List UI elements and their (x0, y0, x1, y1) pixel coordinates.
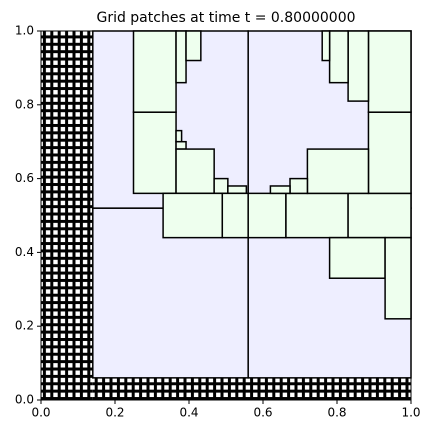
grid-patch (227, 185, 248, 195)
grid-patch (367, 111, 412, 195)
x-tick-label: 0.2 (105, 406, 124, 420)
grid-patch (247, 192, 287, 239)
y-tick-label: 0.6 (15, 171, 34, 185)
grid-patch (321, 30, 331, 62)
grid-patch (289, 177, 309, 195)
boundary-patch (92, 377, 412, 400)
grid-patch (367, 30, 412, 113)
grid-patch (175, 148, 215, 195)
axes-frame (40, 30, 412, 401)
x-tick-label: 0.6 (253, 406, 272, 420)
x-tick-label: 0.4 (179, 406, 198, 420)
grid-patch (285, 192, 349, 239)
plot-area (41, 30, 412, 400)
grid-patch (221, 192, 249, 239)
grid-patch (306, 148, 370, 195)
chart-title: Grid patches at time t = 0.80000000 (96, 10, 355, 26)
y-tick-label: 0.2 (15, 319, 34, 333)
y-tick-label: 0.4 (15, 245, 34, 259)
y-tick-label: 1.0 (15, 24, 34, 38)
grid-patch (175, 140, 187, 150)
grid-patch (347, 192, 412, 239)
x-tick-label: 0.0 (31, 406, 50, 420)
y-tick-label: 0.0 (15, 393, 34, 407)
grid-patch (213, 177, 229, 195)
grid-patch (132, 111, 177, 195)
x-tick-label: 0.8 (327, 406, 346, 420)
grid-patch (162, 192, 224, 239)
grid-patch (347, 30, 370, 102)
grid-patch (185, 30, 202, 62)
grid-patch (132, 30, 177, 113)
grid-patch (328, 236, 386, 279)
grid-patch (175, 30, 187, 84)
grid-patch (328, 30, 349, 84)
grid-patch (384, 236, 412, 320)
x-tick-label: 1.0 (401, 406, 420, 420)
grid-patch (269, 185, 291, 195)
y-tick-label: 0.8 (15, 97, 34, 111)
boundary-patch (41, 31, 93, 400)
grid-patch (175, 129, 183, 143)
